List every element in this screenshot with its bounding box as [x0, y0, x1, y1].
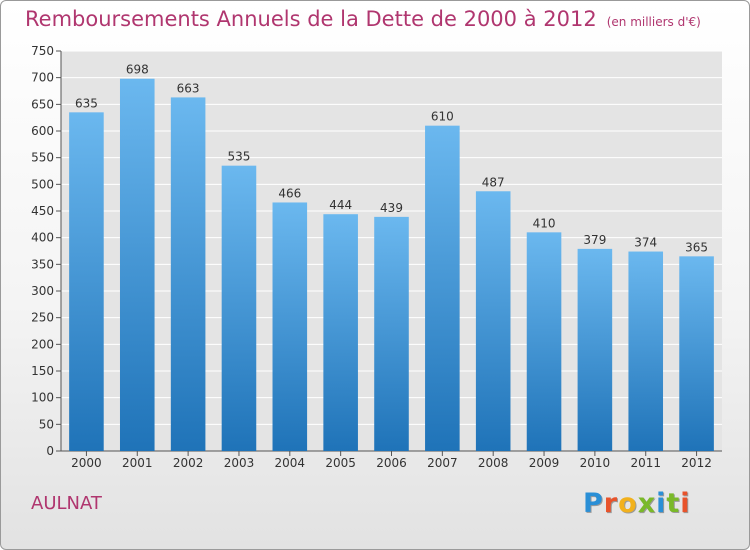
y-tick-label: 550: [31, 151, 54, 165]
bar: [221, 165, 257, 451]
chart-title-text: Remboursements Annuels de la Dette de 20…: [25, 7, 597, 31]
bar: [323, 214, 358, 451]
x-tick-label: 2006: [376, 456, 407, 470]
chart-title: Remboursements Annuels de la Dette de 20…: [25, 7, 701, 31]
bar: [577, 248, 613, 451]
x-tick-label: 2012: [681, 456, 712, 470]
bar-value-label: 466: [278, 186, 301, 200]
chart-subtitle: (en milliers d'€): [606, 15, 701, 29]
logo-letter: r: [603, 488, 619, 519]
bar: [526, 232, 562, 451]
x-tick-label: 2011: [630, 456, 661, 470]
y-tick-label: 750: [31, 44, 54, 58]
x-tick-label: 2004: [275, 456, 306, 470]
y-tick-label: 350: [31, 257, 54, 271]
y-tick-label: 500: [31, 177, 54, 191]
bar-value-label: 444: [329, 198, 352, 212]
logo-letter: t: [666, 488, 681, 519]
x-tick-label: 2005: [325, 456, 356, 470]
bar: [170, 97, 206, 452]
bar-value-label: 439: [380, 201, 403, 215]
y-tick-label: 650: [31, 97, 54, 111]
y-tick-label: 200: [31, 337, 54, 351]
bar-value-label: 635: [75, 96, 98, 110]
y-tick-label: 700: [31, 71, 54, 85]
bar: [628, 251, 664, 451]
y-tick-label: 450: [31, 204, 54, 218]
logo-letter: o: [618, 488, 638, 519]
y-tick-label: 0: [46, 444, 54, 458]
bar-value-label: 487: [482, 175, 505, 189]
bar-value-label: 410: [533, 216, 556, 230]
y-tick-label: 250: [31, 311, 54, 325]
logo-letter: P: [583, 488, 604, 519]
bar-value-label: 663: [177, 81, 200, 95]
y-tick-label: 150: [31, 364, 54, 378]
logo-letter: x: [637, 488, 657, 519]
bar: [475, 191, 511, 451]
commune-name: AULNAT: [31, 493, 102, 514]
bar: [69, 112, 104, 451]
y-tick-label: 50: [39, 417, 54, 431]
y-tick-label: 400: [31, 231, 54, 245]
x-tick-label: 2001: [122, 456, 153, 470]
y-tick-label: 600: [31, 124, 54, 138]
bar: [374, 216, 409, 451]
x-tick-label: 2009: [529, 456, 560, 470]
x-tick-label: 2010: [580, 456, 611, 470]
bar: [425, 125, 460, 452]
bar-value-label: 535: [228, 150, 251, 164]
bar: [679, 256, 714, 451]
y-tick-label: 100: [31, 391, 54, 405]
proxiti-logo[interactable]: Proxiti: [583, 488, 691, 519]
logo-letter: i: [656, 488, 667, 519]
x-tick-label: 2002: [173, 456, 204, 470]
bar-value-label: 365: [685, 240, 708, 254]
bar-value-label: 374: [634, 236, 657, 250]
x-tick-label: 2008: [478, 456, 509, 470]
bar-value-label: 698: [126, 63, 149, 77]
bar: [272, 202, 308, 451]
logo-letter: i: [680, 488, 691, 519]
x-tick-label: 2007: [427, 456, 458, 470]
x-tick-label: 2003: [224, 456, 255, 470]
x-tick-label: 2000: [71, 456, 102, 470]
bar-value-label: 610: [431, 110, 454, 124]
bar: [119, 78, 155, 451]
y-tick-label: 300: [31, 284, 54, 298]
bar-value-label: 379: [583, 233, 606, 247]
